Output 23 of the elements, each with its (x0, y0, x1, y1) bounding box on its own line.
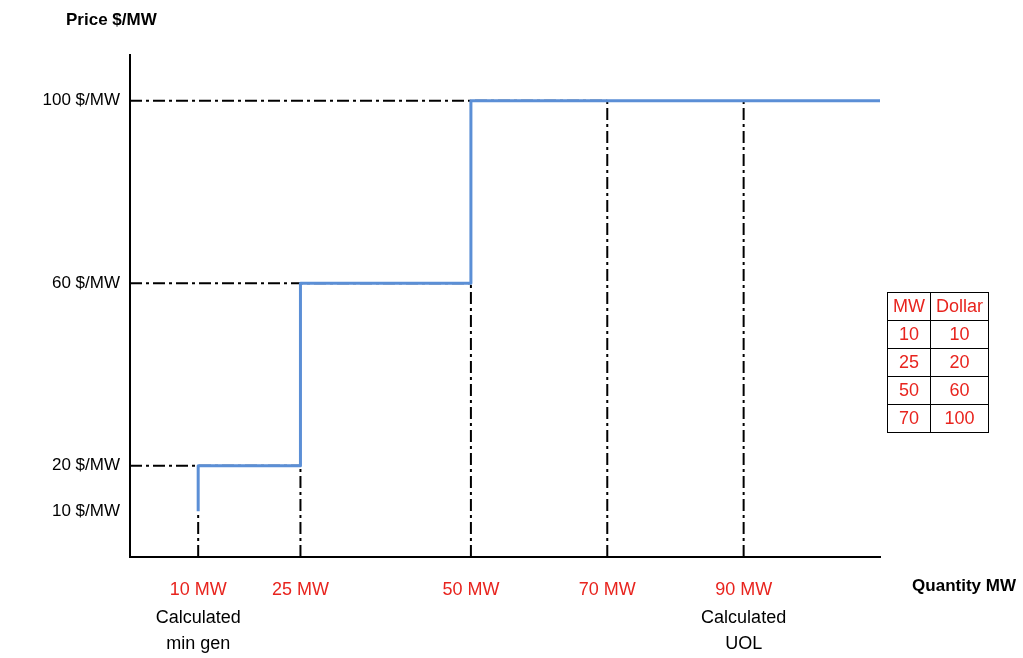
y-axis-title: Price $/MW (66, 10, 158, 29)
x-tick-label: 70 MW (578, 578, 636, 599)
x-axis-title: Quantity MW (912, 576, 1017, 595)
text: 70 (887, 404, 931, 433)
text: MW (887, 292, 931, 321)
text: 100 (930, 404, 989, 433)
text: 20 (930, 348, 989, 377)
y-tick-label: 60 $/MW (51, 272, 120, 292)
text: 60 (930, 376, 989, 405)
text: Dollar (930, 292, 989, 321)
text: 10 (887, 320, 931, 349)
y-tick-label: 10 $/MW (51, 501, 120, 521)
y-tick-label: 100 $/MW (42, 90, 120, 110)
annotation: Calculated min gen (155, 607, 241, 653)
x-tick-label: 25 MW (271, 578, 329, 599)
text: 25 (887, 348, 931, 377)
y-tick-label: 20 $/MW (51, 455, 120, 475)
annotation: Calculated UOL (701, 607, 787, 653)
text: 50 (887, 376, 931, 405)
x-tick-label: 10 MW (169, 578, 227, 599)
x-tick-label: 50 MW (442, 578, 500, 599)
x-tick-label: 90 MW (715, 578, 773, 599)
text: 10 (930, 320, 989, 349)
